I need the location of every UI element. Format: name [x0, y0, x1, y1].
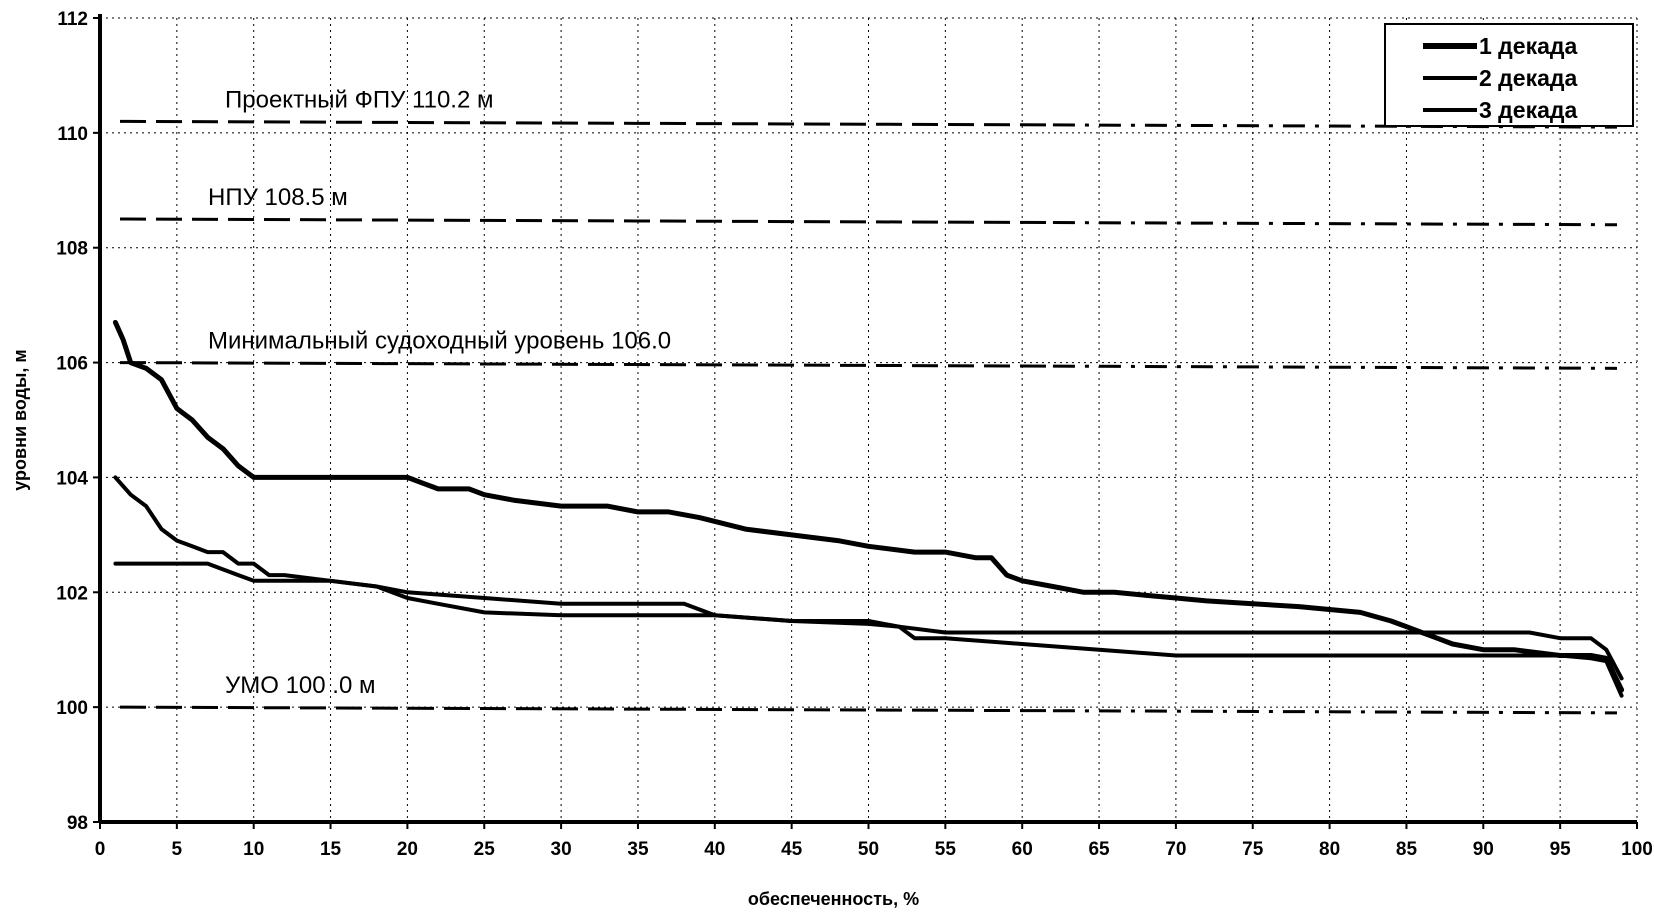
x-tick-label: 100	[1621, 839, 1653, 860]
x-tick-label: 70	[1165, 839, 1186, 860]
reference-line-label: УМО 100 .0 м	[225, 672, 375, 699]
y-tick-label: 98	[67, 813, 88, 834]
reference-line	[119, 705, 1053, 713]
x-tick-label: 10	[243, 839, 264, 860]
y-axis-title: уровни воды, м	[10, 349, 30, 490]
legend: 1 декада 2 декада 3 декада	[1384, 23, 1634, 127]
reference-line-label: Проектный ФПУ 110.2 м	[225, 86, 494, 113]
x-tick-label: 30	[551, 839, 572, 860]
x-tick-label: 25	[474, 839, 496, 860]
x-tick-label: 90	[1473, 839, 1494, 860]
x-tick-label: 85	[1396, 839, 1418, 860]
x-tick-label: 45	[781, 839, 803, 860]
legend-entry: 2 декада	[1479, 65, 1577, 91]
legend-entry: 3 декада	[1479, 97, 1577, 123]
y-tick-label: 104	[56, 468, 88, 489]
series-line	[113, 475, 1624, 681]
y-tick-label: 100	[56, 698, 88, 719]
x-tick-label: 0	[95, 839, 106, 860]
x-tick-label: 15	[320, 839, 342, 860]
y-tick-label: 110	[57, 124, 88, 145]
series-line	[112, 319, 1625, 693]
reference-line-tail	[1052, 221, 1618, 227]
y-tick-label: 106	[56, 354, 88, 375]
reference-line	[119, 217, 1053, 225]
x-tick-label: 35	[627, 839, 649, 860]
grid-layer	[100, 17, 1638, 822]
y-tick-label: 102	[56, 583, 88, 604]
x-tick-label: 95	[1550, 839, 1572, 860]
x-axis-title: обеспеченность, %	[748, 889, 919, 909]
x-tick-label: 20	[397, 839, 418, 860]
reference-lines: Проектный ФПУ 110.2 м НПУ 108.5 м Минималь…	[119, 86, 1618, 715]
series-line	[113, 561, 1624, 698]
x-tick-label: 60	[1012, 839, 1033, 860]
x-tick-label: 40	[704, 839, 725, 860]
x-tick-label: 75	[1242, 839, 1264, 860]
reference-line-label: НПУ 108.5 м	[208, 184, 348, 211]
x-tick-label: 80	[1319, 839, 1340, 860]
reference-line-tail	[1052, 709, 1618, 715]
x-tick-label: 65	[1088, 839, 1110, 860]
reference-line-tail	[1052, 364, 1618, 370]
y-tick-label: 108	[56, 239, 88, 260]
x-tick-label: 50	[858, 839, 879, 860]
x-tick-label: 55	[935, 839, 957, 860]
series-lines	[112, 319, 1625, 698]
reference-line-label: Минимальный судоходный уровень 106.0	[208, 328, 671, 355]
y-tick-label: 112	[57, 9, 88, 30]
reference-line	[119, 361, 1053, 368]
axes: 0 5 10 15 20 25 30 35 40 45 50 55 60 65 70 75 80 85 90 95 10…	[56, 9, 1653, 860]
reference-line	[119, 119, 1053, 127]
legend-entry: 1 декада	[1479, 33, 1577, 59]
x-tick-label: 5	[172, 839, 183, 860]
